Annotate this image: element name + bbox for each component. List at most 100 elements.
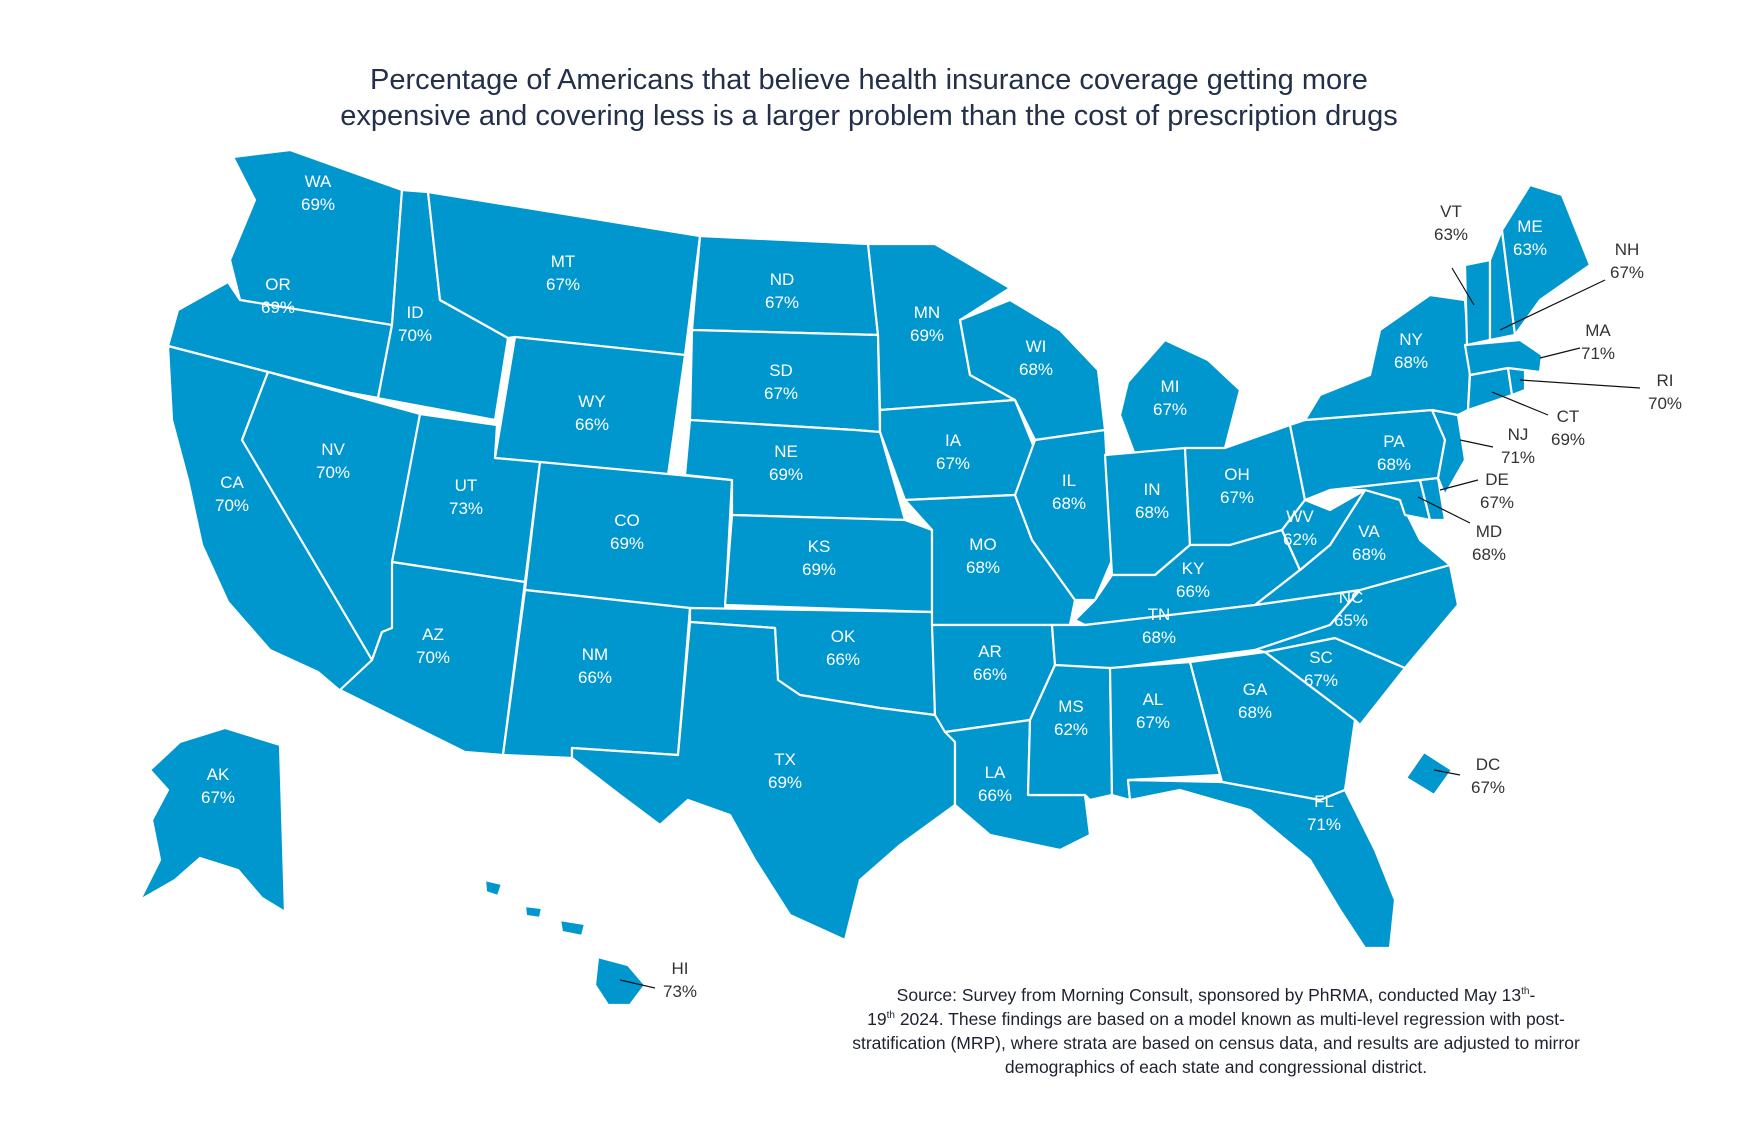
state-label-ca: CA 70% xyxy=(215,473,249,515)
source-sup-2: th xyxy=(886,1010,895,1022)
state-value-de: 67% xyxy=(1480,493,1514,512)
state-abbr-al: AL xyxy=(1143,690,1164,709)
state-label-mi: MI 67% xyxy=(1153,377,1187,419)
state-value-sd: 67% xyxy=(764,384,798,403)
state-value-in: 68% xyxy=(1135,503,1169,522)
state-abbr-mn: MN xyxy=(914,303,940,322)
state-abbr-vt: VT xyxy=(1440,202,1462,221)
source-text-4: 2024. These findings are based on a mode… xyxy=(852,1009,1580,1077)
state-abbr-nj: NJ xyxy=(1508,425,1529,444)
source-text-2: - xyxy=(1529,985,1536,1005)
state-dc xyxy=(1404,750,1454,797)
state-label-ut: UT 73% xyxy=(449,476,483,518)
state-value-ky: 66% xyxy=(1176,582,1210,601)
state-abbr-in: IN xyxy=(1144,480,1161,499)
state-label-pa: PA 68% xyxy=(1377,432,1411,474)
state-value-va: 68% xyxy=(1352,545,1386,564)
source-text-1: Source: Survey from Morning Consult, spo… xyxy=(896,985,1522,1005)
state-label-az: AZ 70% xyxy=(416,625,450,667)
state-label-md: MD 68% xyxy=(1472,522,1506,564)
state-label-or: OR 69% xyxy=(261,275,295,317)
state-abbr-ms: MS xyxy=(1058,697,1084,716)
state-value-or: 69% xyxy=(261,298,295,317)
state-abbr-or: OR xyxy=(265,275,291,294)
state-label-sd: SD 67% xyxy=(764,361,798,403)
state-hi-kauai xyxy=(483,878,504,898)
state-label-nj: NJ 71% xyxy=(1501,425,1535,467)
state-value-ks: 69% xyxy=(802,560,836,579)
state-label-la: LA 66% xyxy=(978,763,1012,805)
state-label-mt: MT 67% xyxy=(546,252,580,294)
map-title: Percentage of Americans that believe hea… xyxy=(0,62,1738,134)
state-label-ky: KY 66% xyxy=(1176,559,1210,601)
state-value-oh: 67% xyxy=(1220,488,1254,507)
state-label-tn: TN 68% xyxy=(1142,605,1176,647)
state-value-ne: 69% xyxy=(769,465,803,484)
state-abbr-fl: FL xyxy=(1314,792,1334,811)
leader-line-md xyxy=(1417,496,1471,524)
state-abbr-ok: OK xyxy=(831,627,856,646)
state-value-mt: 67% xyxy=(546,275,580,294)
state-label-fl: FL 71% xyxy=(1307,792,1341,834)
state-value-nd: 67% xyxy=(765,293,799,312)
state-abbr-la: LA xyxy=(985,763,1006,782)
state-abbr-sc: SC xyxy=(1309,648,1333,667)
state-value-la: 66% xyxy=(978,786,1012,805)
state-label-mn: MN 69% xyxy=(910,303,944,345)
state-label-sc: SC 67% xyxy=(1304,648,1338,690)
state-hi-main xyxy=(593,955,647,1007)
state-label-wi: WI 68% xyxy=(1019,337,1053,379)
state-value-ok: 66% xyxy=(826,650,860,669)
state-value-ri: 70% xyxy=(1648,394,1682,413)
state-abbr-nh: NH xyxy=(1615,240,1640,259)
leader-line-nj xyxy=(1459,439,1494,448)
state-label-nm: NM 66% xyxy=(578,645,612,687)
state-value-tx: 69% xyxy=(768,773,802,792)
state-value-co: 69% xyxy=(610,534,644,553)
state-label-wy: WY 66% xyxy=(575,392,609,434)
state-ma xyxy=(1463,338,1544,377)
state-ia xyxy=(878,398,1037,502)
state-abbr-ia: IA xyxy=(945,431,962,450)
state-abbr-mt: MT xyxy=(551,252,576,271)
state-value-wy: 66% xyxy=(575,415,609,434)
state-abbr-nm: NM xyxy=(582,645,608,664)
state-label-ga: GA 68% xyxy=(1238,680,1272,722)
state-value-ca: 70% xyxy=(215,496,249,515)
state-abbr-wy: WY xyxy=(578,392,605,411)
leader-line-dc xyxy=(1433,769,1461,776)
state-value-wv: 62% xyxy=(1283,530,1317,549)
state-abbr-nv: NV xyxy=(321,440,345,459)
state-value-md: 68% xyxy=(1472,545,1506,564)
state-abbr-hi: HI xyxy=(672,959,689,978)
state-value-al: 67% xyxy=(1136,713,1170,732)
state-label-ms: MS 62% xyxy=(1054,697,1088,739)
state-abbr-pa: PA xyxy=(1383,432,1405,451)
state-value-dc: 67% xyxy=(1471,778,1505,797)
state-nc xyxy=(1253,563,1460,670)
source-text-3: 19 xyxy=(867,1009,887,1029)
state-value-ma: 71% xyxy=(1581,344,1615,363)
state-label-id: ID 70% xyxy=(398,303,432,345)
state-abbr-id: ID xyxy=(407,303,424,322)
state-value-mo: 68% xyxy=(966,558,1000,577)
state-value-mn: 69% xyxy=(910,326,944,345)
state-abbr-ky: KY xyxy=(1182,559,1205,578)
state-label-nd: ND 67% xyxy=(765,270,799,312)
state-value-nm: 66% xyxy=(578,668,612,687)
source-sup-1: th xyxy=(1521,986,1530,998)
state-vt xyxy=(1463,258,1492,347)
state-shapes xyxy=(138,148,1592,1007)
state-hi-oahu xyxy=(523,904,544,920)
state-value-mi: 67% xyxy=(1153,400,1187,419)
map-title-line-2: expensive and covering less is a larger … xyxy=(340,100,1398,132)
leader-line-vt xyxy=(1451,267,1475,306)
state-abbr-ut: UT xyxy=(455,476,478,495)
state-abbr-ar: AR xyxy=(978,642,1002,661)
state-value-ny: 68% xyxy=(1394,353,1428,372)
state-label-ct: CT 69% xyxy=(1551,407,1585,449)
source-note: Source: Survey from Morning Consult, spo… xyxy=(822,983,1610,1079)
state-abbr-ri: RI xyxy=(1657,371,1674,390)
state-value-nc: 65% xyxy=(1334,611,1368,630)
